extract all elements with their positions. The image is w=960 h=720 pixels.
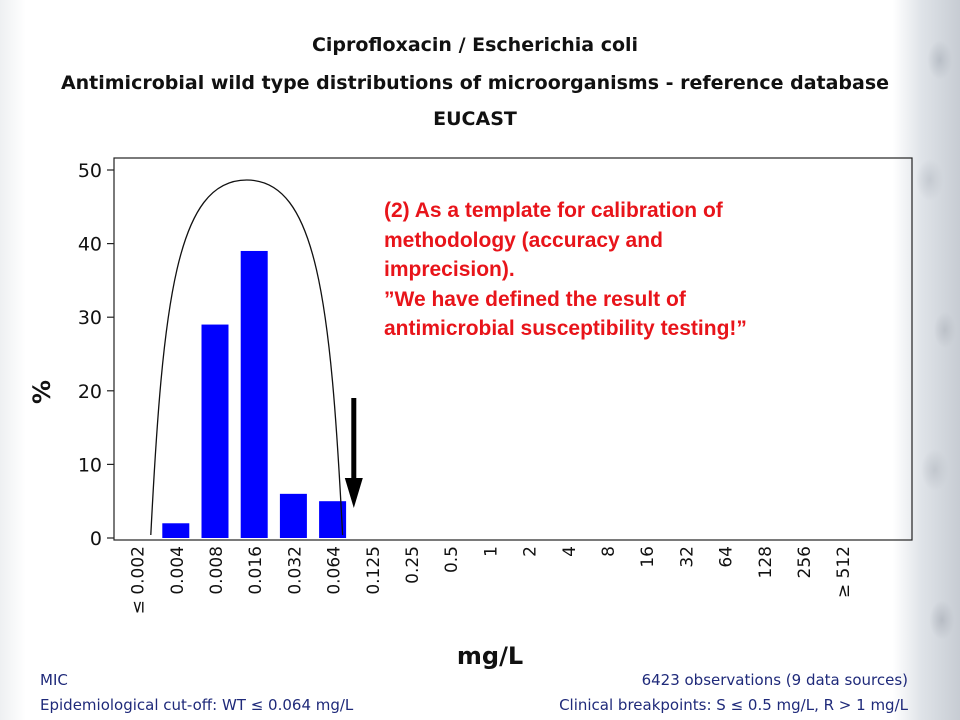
x-tick-label: ≥ 512 — [834, 546, 854, 598]
y-tick-label: 10 — [78, 454, 102, 476]
x-tick-label: 0.008 — [207, 546, 227, 595]
chart-subtitle: Antimicrobial wild type distributions of… — [60, 72, 890, 94]
slide-left-edge — [0, 0, 26, 720]
y-axis-ticks: 0 10 20 30 40 50 — [78, 160, 114, 550]
x-tick-label: 128 — [756, 546, 776, 578]
breakpoint-arrow — [344, 398, 363, 508]
note-line: methodology (accuracy and — [384, 228, 663, 252]
bar-layer — [162, 250, 347, 538]
plot-frame — [113, 157, 913, 541]
x-tick-label: 4 — [560, 546, 580, 557]
wild-type-arc — [150, 179, 344, 536]
x-tick-label: 0.5 — [442, 546, 462, 573]
x-axis-label: mg/L — [457, 642, 523, 670]
bar-0.008 — [201, 324, 229, 538]
x-tick-label: 64 — [717, 546, 737, 568]
arrow-head — [344, 478, 363, 508]
x-tick-label: 256 — [795, 546, 815, 578]
footer-observations: 6423 observations (9 data sources) — [641, 671, 908, 689]
x-tick-label: 0.032 — [285, 546, 305, 595]
x-tick-label: 0.064 — [325, 546, 345, 595]
x-tick-label: 0.016 — [246, 546, 266, 595]
footer-epidemiological-cutoff: Epidemiological cut-off: WT ≤ 0.064 mg/L — [40, 696, 354, 714]
x-tick-label: 8 — [599, 546, 619, 557]
note-line: (2) As a template for calibration of — [384, 199, 723, 222]
x-axis-ticks: ≤ 0.002 0.004 0.008 0.016 0.032 0.064 0.125 0.2… — [129, 546, 855, 614]
annotation-note: (2) As a template for calibration of meth… — [384, 196, 854, 344]
x-tick-label: 0.125 — [364, 546, 384, 595]
x-tick-label: ≤ 0.002 — [129, 546, 149, 614]
y-axis-label: % — [28, 380, 56, 404]
y-tick-label: 20 — [78, 381, 102, 403]
y-tick-label: 30 — [78, 307, 102, 329]
footer-clinical-breakpoints: Clinical breakpoints: S ≤ 0.5 mg/L, R > … — [559, 696, 908, 714]
bar-0.032 — [279, 493, 307, 538]
chart-source: EUCAST — [433, 108, 517, 130]
x-tick-label: 32 — [677, 546, 697, 568]
note-line: ”We have defined the result of — [384, 287, 686, 311]
footer-mic: MIC — [40, 671, 68, 689]
chart-title: Ciprofloxacin / Escherichia coli — [311, 34, 639, 56]
x-tick-label: 0.25 — [403, 546, 423, 584]
y-tick-label: 50 — [78, 160, 102, 182]
decorative-side-pattern — [900, 0, 960, 720]
x-tick-label: 1 — [481, 546, 501, 557]
x-tick-label: 16 — [638, 546, 658, 568]
x-tick-label: 2 — [521, 546, 541, 557]
y-tick-label: 0 — [90, 528, 102, 550]
x-tick-label: 0.004 — [168, 546, 188, 595]
bar-0.004 — [162, 523, 190, 538]
note-line: antimicrobial susceptibility testing!” — [384, 317, 747, 340]
note-line: imprecision). — [384, 258, 515, 281]
bar-0.016 — [240, 250, 268, 538]
y-tick-label: 40 — [78, 234, 102, 256]
